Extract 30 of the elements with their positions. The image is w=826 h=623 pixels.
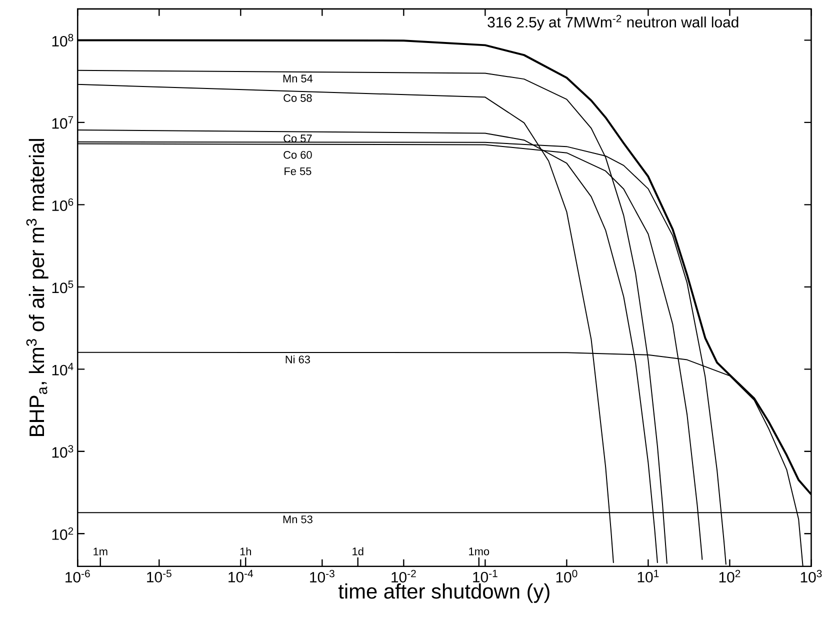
y-tick-label: 10$^{6}$ <box>52 198 74 211</box>
y-tick-label: 10$^{8}$ <box>52 34 74 46</box>
series-label: Ni 63 <box>286 355 310 364</box>
x-axis-title: time after shutdown (y) <box>338 583 550 603</box>
x-tick-label: 10$^{3}$ <box>800 570 822 582</box>
y-tick-label: 10$^{3}$ <box>52 445 74 458</box>
y-tick-label: 10$^{4}$ <box>52 362 74 376</box>
annotation: 1d <box>352 547 364 556</box>
x-tick-label: 10$^{-2}$ <box>392 570 416 582</box>
x-tick-label: 10$^{-4}$ <box>228 570 254 582</box>
annotation: 1mo <box>469 548 490 556</box>
annotation: 1m <box>94 548 108 556</box>
chart-title: 316 2.5y at 7MWm$^{-2}$ neutron wall load <box>488 14 738 30</box>
x-tick-label: 10$^{1}$ <box>638 570 659 582</box>
series-label: Mn 54 <box>283 74 313 82</box>
annotation: 1h <box>240 547 251 556</box>
x-tick-label: 10$^{-5}$ <box>147 570 172 582</box>
x-tick-label: 10$^{-1}$ <box>473 570 498 582</box>
y-axis-title: BHP$_{a}$, km$^{3}$ of air per m$^{3}$ material <box>26 139 48 436</box>
series-label: Co 60 <box>284 150 312 159</box>
x-tick-label: 10$^{0}$ <box>556 570 578 582</box>
series-label: Mn 53 <box>283 515 312 524</box>
y-tick-label: 10$^{7}$ <box>52 116 74 129</box>
x-tick-label: 10$^{-6}$ <box>66 570 90 582</box>
x-tick-label: 10$^{2}$ <box>719 570 740 582</box>
x-tick-label: 10$^{-3}$ <box>310 570 334 582</box>
y-tick-label: 10$^{2}$ <box>52 527 74 540</box>
y-tick-label: 10$^{5}$ <box>52 280 74 294</box>
text: Fe 55 <box>284 167 312 176</box>
series-label: Co 58 <box>284 94 312 102</box>
